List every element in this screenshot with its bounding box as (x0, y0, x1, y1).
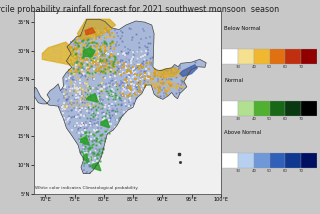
Bar (301, 153, 317, 168)
Bar (238, 49, 254, 64)
Text: 60: 60 (283, 117, 288, 121)
Polygon shape (92, 162, 101, 171)
Bar (254, 101, 269, 116)
Polygon shape (101, 119, 110, 128)
Bar (285, 153, 301, 168)
Text: White color indicates Climatological probability: White color indicates Climatological pro… (36, 186, 139, 190)
Text: 60: 60 (283, 65, 288, 69)
Bar (222, 153, 238, 168)
Bar (238, 101, 254, 116)
Bar (254, 49, 269, 64)
Polygon shape (77, 19, 116, 39)
Bar (301, 49, 317, 64)
Text: 40: 40 (252, 65, 256, 69)
Bar (270, 153, 285, 168)
Text: 70: 70 (299, 65, 304, 69)
Polygon shape (86, 94, 98, 102)
Polygon shape (180, 65, 197, 76)
Polygon shape (156, 68, 180, 76)
Text: Below Normal: Below Normal (224, 26, 261, 31)
Text: Tercile probability rainfall forecast for 2021 southwest monsoon  season: Tercile probability rainfall forecast fo… (0, 5, 279, 14)
Text: 60: 60 (283, 169, 288, 173)
Bar (254, 153, 269, 168)
Bar (301, 101, 317, 116)
Text: 33: 33 (236, 117, 241, 121)
Polygon shape (83, 48, 95, 56)
Text: 40: 40 (252, 117, 256, 121)
Polygon shape (42, 42, 77, 65)
Text: Above Normal: Above Normal (224, 130, 261, 135)
Text: 33: 33 (236, 65, 241, 69)
Text: 33: 33 (236, 169, 241, 173)
Text: 70: 70 (299, 169, 304, 173)
Bar (270, 101, 285, 116)
Bar (222, 101, 238, 116)
Text: 50: 50 (267, 169, 272, 173)
Text: Normal: Normal (224, 78, 244, 83)
Bar (285, 49, 301, 64)
Bar (285, 101, 301, 116)
Polygon shape (83, 154, 89, 162)
Text: 70: 70 (299, 117, 304, 121)
Bar (222, 49, 238, 64)
Bar (270, 49, 285, 64)
Bar (238, 153, 254, 168)
Text: 40: 40 (252, 169, 256, 173)
Polygon shape (34, 19, 206, 174)
Polygon shape (85, 28, 95, 35)
Polygon shape (80, 137, 89, 145)
Text: 50: 50 (267, 65, 272, 69)
Text: 50: 50 (267, 117, 272, 121)
